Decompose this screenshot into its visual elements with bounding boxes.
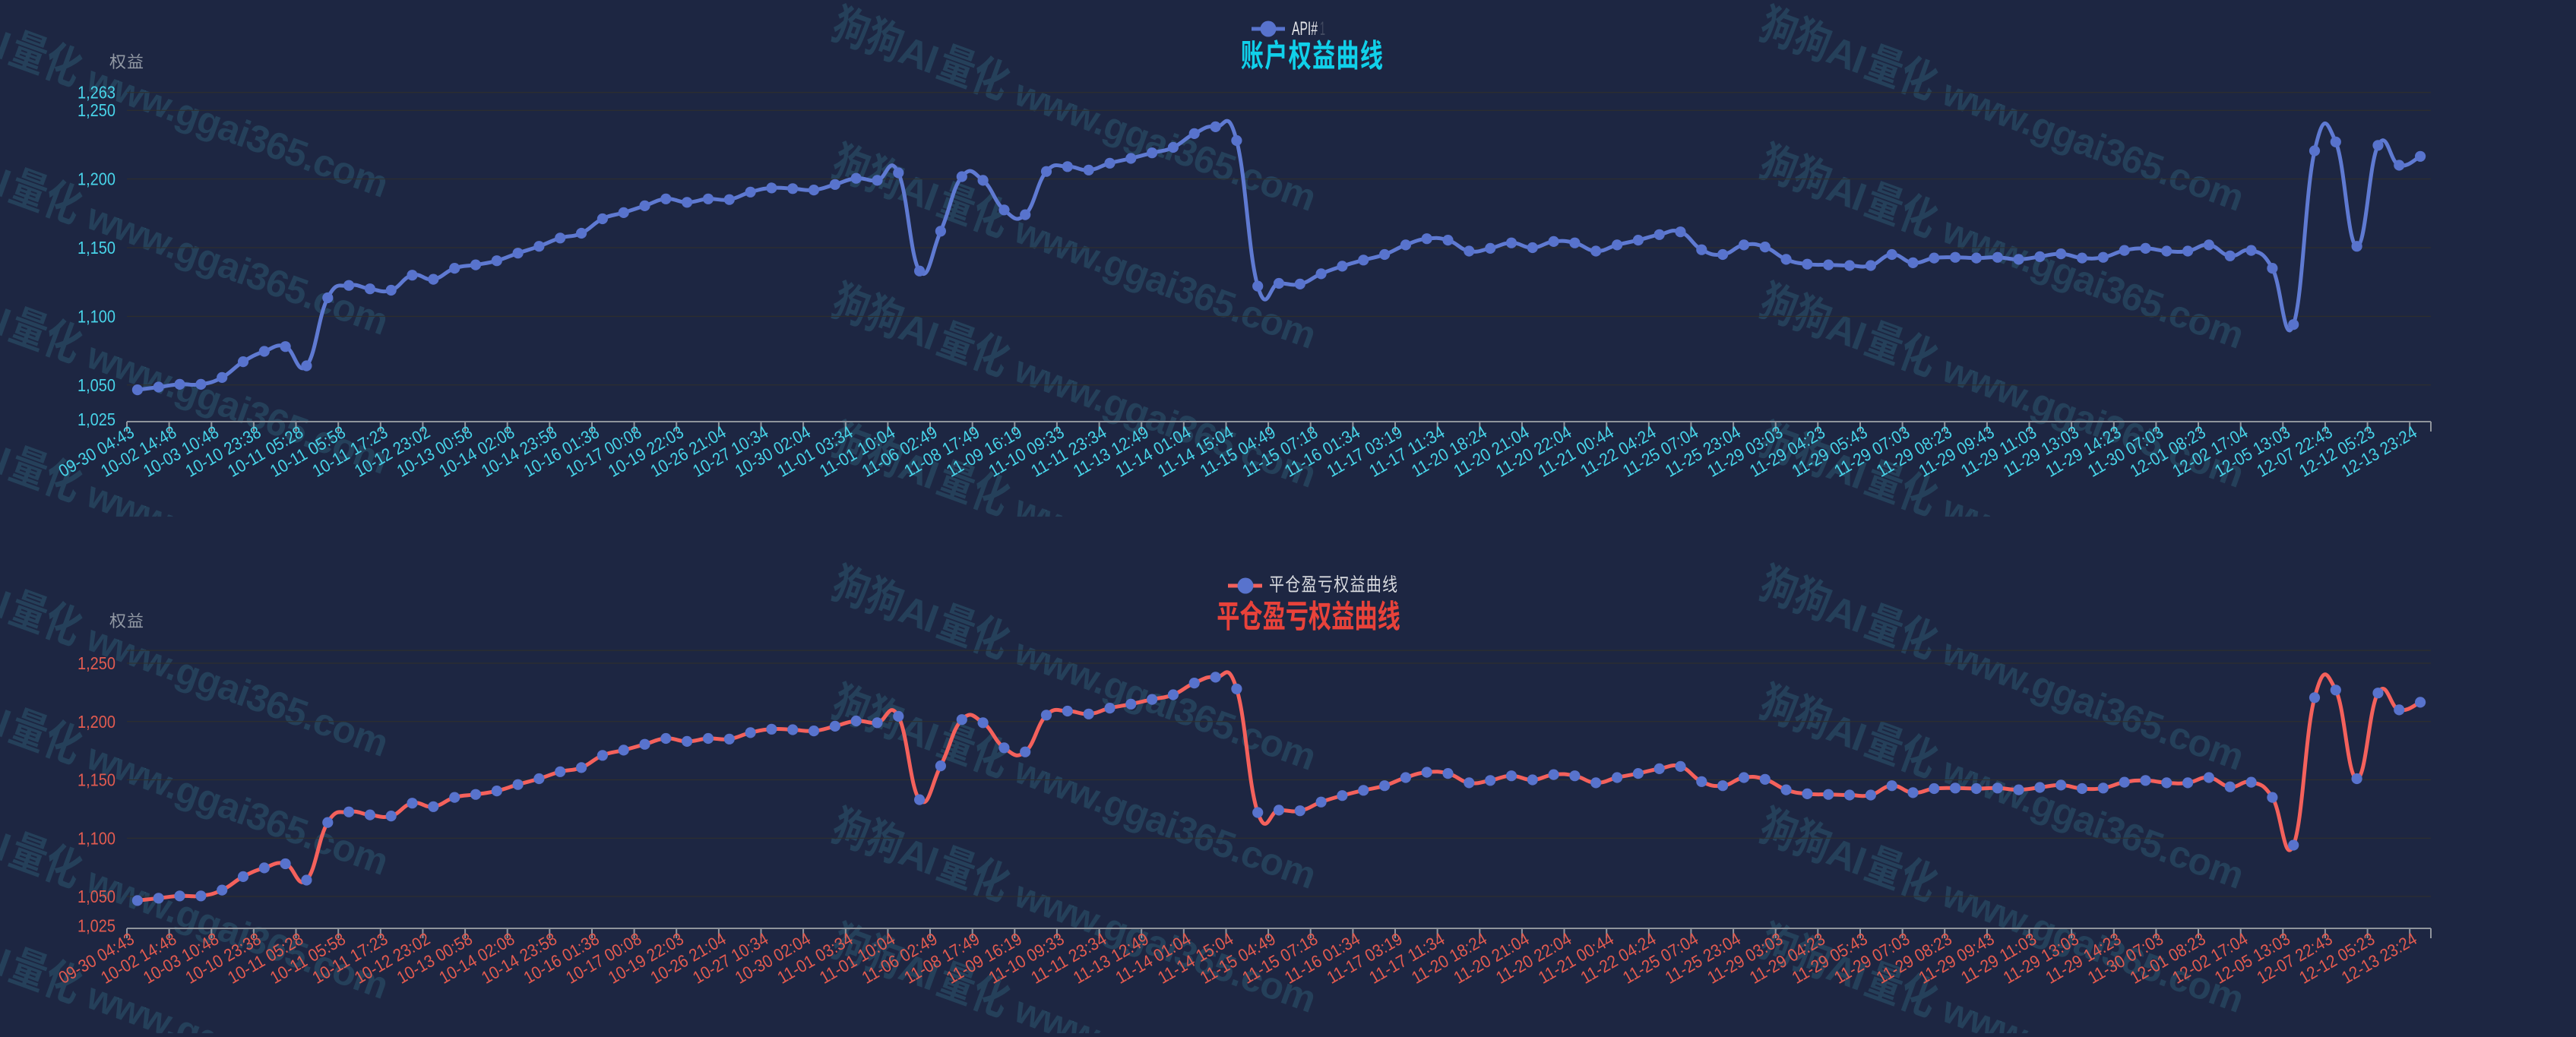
svg-text:1,100: 1,100 [78,828,116,848]
svg-text:1: 1 [1320,18,1325,40]
svg-text:1,025: 1,025 [78,409,116,429]
svg-text:1,200: 1,200 [78,169,116,189]
svg-text:1,150: 1,150 [78,770,116,790]
svg-text:1,025: 1,025 [78,915,116,935]
svg-text:API#: API# [1292,18,1318,40]
svg-text:1,150: 1,150 [78,238,116,258]
svg-text:1,050: 1,050 [78,887,116,906]
svg-text:1,200: 1,200 [78,712,116,732]
svg-text:1,250: 1,250 [78,100,116,120]
svg-text:1,263: 1,263 [78,83,116,103]
svg-text:1,250: 1,250 [78,653,116,673]
svg-text:1,100: 1,100 [78,306,116,326]
svg-text:1,050: 1,050 [78,375,116,395]
